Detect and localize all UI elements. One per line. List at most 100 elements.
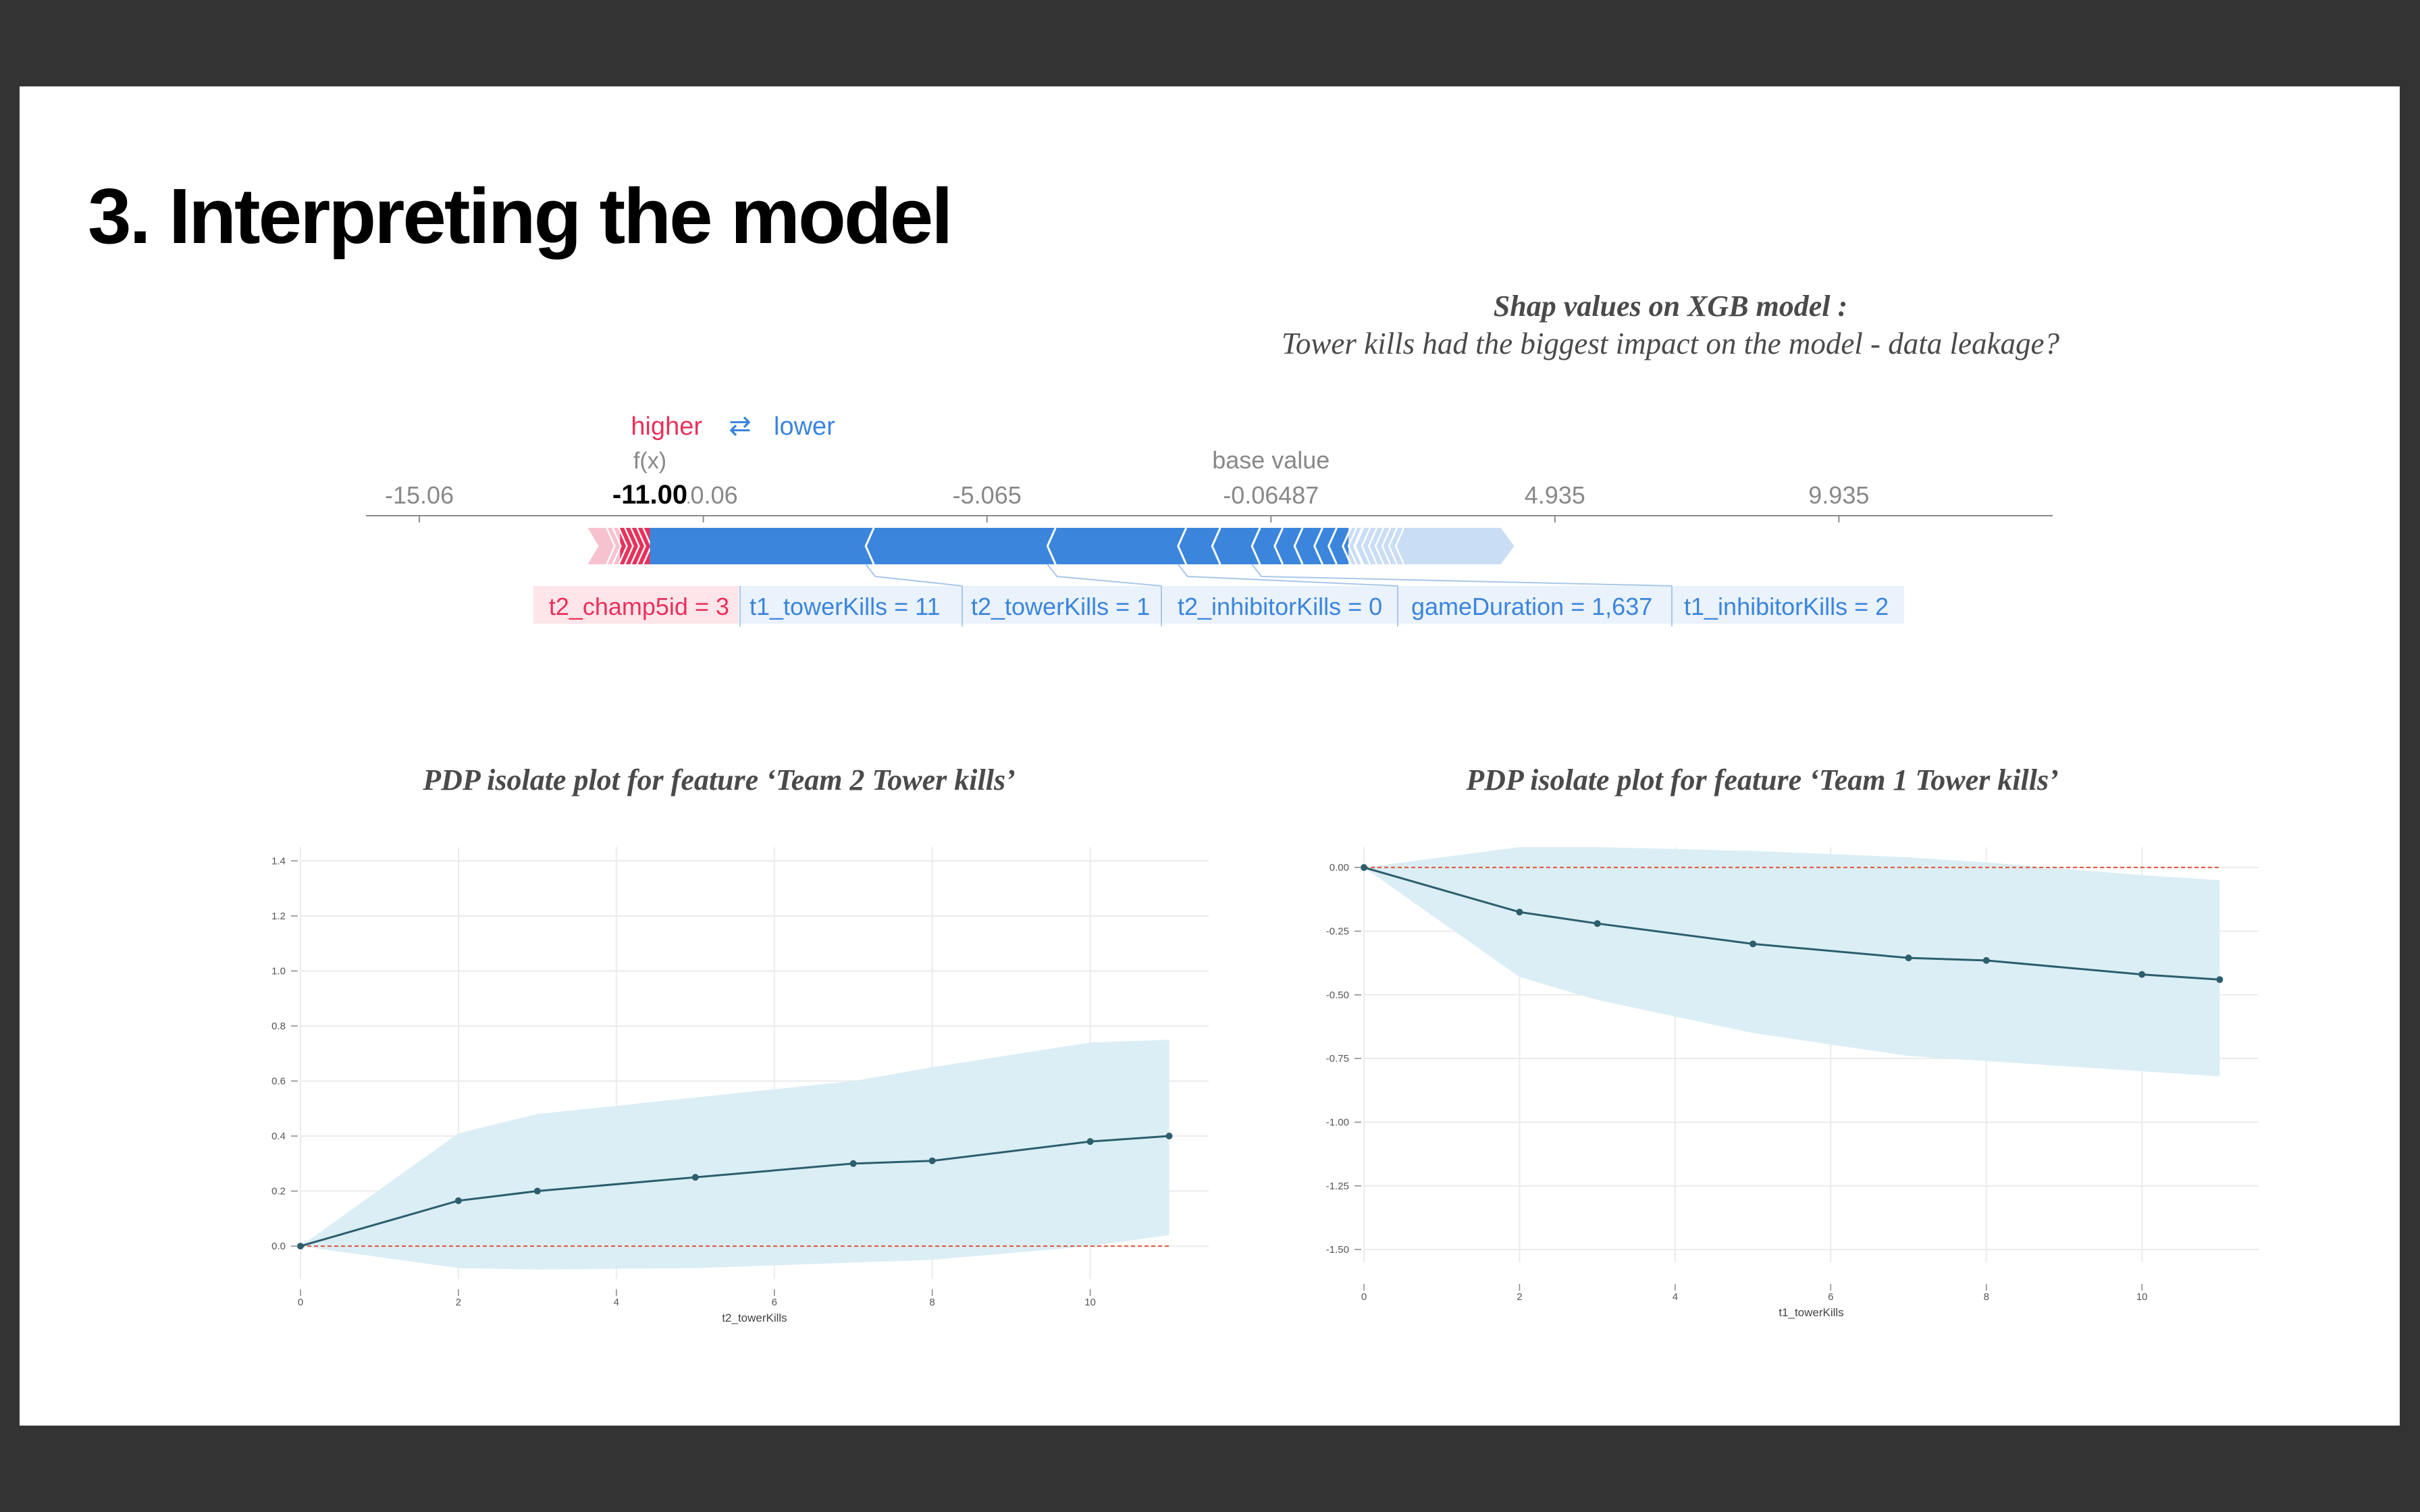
force-tick-label: -15.06 (385, 481, 454, 509)
force-bars (587, 527, 1515, 565)
y-tick-label: 1.0 (271, 965, 286, 977)
fx-value: -11.00 (612, 480, 687, 510)
positive-chevron (618, 527, 628, 565)
pdp-line (1363, 866, 2220, 981)
pdp-point (849, 1160, 857, 1167)
negative-boundary-chevron (1046, 527, 1057, 565)
legend-higher: higher (631, 412, 702, 441)
feature-label: t2_inhibitorKills = 0 (1178, 593, 1382, 620)
y-tick-label: -0.25 (1326, 926, 1349, 938)
force-tick-label: -0.06487 (1223, 481, 1319, 509)
negative-boundary-chevron (1342, 527, 1352, 565)
y-tick-label: 1.4 (271, 855, 286, 867)
label-band-positive (533, 586, 739, 624)
pdp-point (1165, 1133, 1173, 1140)
confidence-band (300, 1040, 1169, 1270)
pdp-point (533, 1187, 541, 1195)
pdp-point (1750, 940, 1757, 948)
base-value-label: base value (1212, 446, 1330, 474)
feature-label: t2_towerKills = 1 (971, 593, 1150, 620)
pdp-point (691, 1174, 699, 1181)
feature-label: t1_inhibitorKills = 2 (1684, 593, 1889, 620)
negative-chevron (1394, 527, 1405, 565)
x-tick-label: 8 (929, 1297, 935, 1308)
pdp-point (2138, 971, 2146, 978)
pdp-point (1086, 1138, 1094, 1145)
negative-boundary-chevron (1273, 527, 1284, 565)
negative-boundary-chevron (1352, 527, 1363, 565)
feature-label: t2_champ5id = 3 (549, 593, 729, 620)
shap-subtitle: Tower kills had the biggest impact on th… (1282, 327, 2059, 360)
negative-chevron (1388, 527, 1398, 565)
pdp-point (1516, 909, 1523, 916)
negative-chevron (1367, 527, 1378, 565)
pdp-point (1982, 956, 1990, 964)
feature-connector (1047, 564, 1162, 587)
feature-connector (865, 564, 963, 587)
negative-chevron (1347, 527, 1358, 565)
negative-boundary-chevron (1313, 527, 1323, 565)
x-axis-label: t2_towerKills (722, 1312, 787, 1324)
shap-title: Shap values on XGB model : (1493, 290, 1848, 323)
y-tick-label: -0.50 (1326, 990, 1349, 1001)
x-tick-label: 2 (456, 1297, 461, 1308)
legend-lower: lower (774, 412, 835, 441)
positive-chevron (636, 527, 646, 565)
pdp-right-title: PDP isolate plot for feature ‘Team 1 Tow… (1466, 763, 2059, 796)
pdp-point (1594, 920, 1601, 927)
fx-label: f(x) (633, 448, 666, 474)
force-axis: -15.06 -10.06 -5.065 -0.06487 4.935 9.935-11.… (366, 446, 2053, 522)
pdp-point (1905, 954, 1912, 962)
negative-chevron (1381, 527, 1392, 565)
x-tick-label: 4 (614, 1297, 619, 1308)
positive-chevron (624, 527, 634, 565)
feature-connector (1177, 564, 1398, 587)
force-labels: t2_champ5id = 3 t1_towerKills = 11 t2_towe… (533, 564, 1904, 626)
positive-chevron (606, 527, 616, 565)
x-tick-label: 2 (1517, 1291, 1522, 1303)
label-band-negative (740, 586, 1904, 624)
x-axis-label: t1_towerKills (1779, 1306, 1843, 1319)
confidence-band (1364, 847, 2220, 1077)
x-tick-label: 10 (2136, 1291, 2148, 1303)
x-tick-label: 8 (1984, 1291, 1989, 1303)
pdp-point (1361, 864, 1367, 871)
positive-chevron (612, 527, 622, 565)
x-tick-label: 0 (298, 1297, 303, 1308)
negative-bar-fade (1348, 528, 1515, 564)
negative-boundary-chevron (1293, 527, 1304, 565)
pdp-point (297, 1243, 304, 1250)
fx-value-background (609, 479, 688, 510)
y-tick-label: 1.2 (271, 911, 286, 922)
force-tick-label: -5.065 (953, 481, 1022, 509)
y-tick-label: 0.00 (1330, 862, 1349, 873)
negative-boundary-chevron (1251, 527, 1261, 565)
legend-arrows-icon: ⇄ (729, 411, 752, 441)
feature-label: gameDuration = 1,637 (1411, 593, 1652, 620)
pdp-point (928, 1157, 936, 1164)
pdp-line (300, 1135, 1169, 1247)
negative-boundary-chevron (1327, 527, 1338, 565)
x-tick-label: 6 (772, 1297, 777, 1308)
force-tick-label: 4.935 (1525, 481, 1585, 509)
y-tick-label: 0.6 (271, 1075, 286, 1087)
y-tick-label: 0.8 (271, 1021, 286, 1032)
positive-chevron (630, 527, 640, 565)
y-tick-label: -1.50 (1326, 1244, 1349, 1256)
negative-boundary-chevron (864, 527, 875, 565)
negative-boundary-chevron (1177, 527, 1188, 565)
y-tick-label: -1.25 (1326, 1181, 1349, 1192)
y-tick-label: -0.75 (1326, 1053, 1349, 1064)
feature-connector (1251, 564, 1673, 587)
negative-boundary-chevron (1211, 527, 1221, 565)
negative-chevron (1361, 527, 1371, 565)
pdp-point (454, 1197, 462, 1204)
y-tick-label: 0.4 (271, 1131, 286, 1142)
feature-label: t1_towerKills = 11 (749, 593, 940, 620)
y-tick-label: -1.00 (1326, 1116, 1349, 1128)
x-tick-label: 4 (1673, 1291, 1678, 1303)
x-tick-label: 6 (1828, 1291, 1833, 1303)
force-tick-label: 9.935 (1808, 481, 1869, 509)
